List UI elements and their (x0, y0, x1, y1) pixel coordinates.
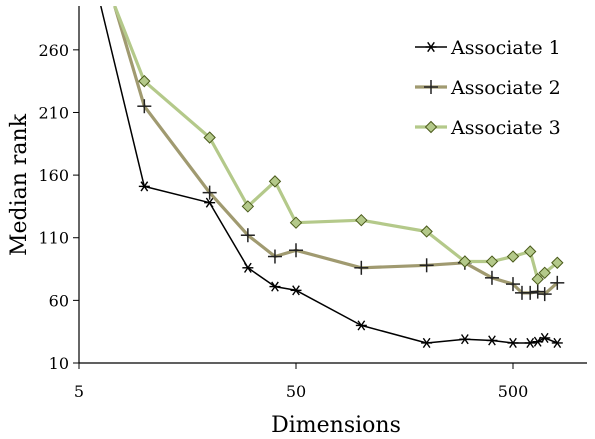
y-tick-label: 10 (49, 354, 69, 373)
data-point (356, 321, 367, 330)
data-point (291, 217, 302, 228)
data-point (289, 243, 303, 257)
x-tick-label: 5 (74, 382, 84, 401)
y-tick-label: 210 (38, 103, 69, 122)
x-tick-label: 50 (286, 382, 306, 401)
data-point (523, 286, 537, 300)
legend-label: Associate 1 (450, 37, 561, 59)
data-point (525, 338, 536, 347)
legend-item: Associate 2 (415, 77, 561, 99)
x-tick-label: 500 (498, 382, 529, 401)
data-point (508, 338, 519, 347)
data-point (552, 338, 563, 347)
data-point (508, 251, 519, 262)
data-point (421, 338, 432, 347)
legend-label: Associate 3 (450, 117, 561, 139)
legend-item: Associate 1 (415, 37, 561, 59)
data-point (291, 286, 302, 295)
data-point (486, 256, 497, 267)
data-point (139, 182, 150, 191)
data-point (420, 258, 434, 272)
y-tick-label: 110 (38, 229, 69, 248)
legend: Associate 1 Associate 2 Associate 3 (415, 37, 561, 139)
data-point (459, 335, 470, 344)
y-axis-title: Median rank (7, 113, 32, 256)
data-point (356, 215, 367, 226)
y-tick-label: 160 (38, 166, 69, 185)
data-point (426, 122, 437, 133)
y-tick-label: 260 (38, 41, 69, 60)
y-ticks: 10 60 110 160 210 260 (38, 41, 79, 373)
y-tick-label: 60 (49, 291, 69, 310)
data-point (486, 336, 497, 345)
x-ticks: 5 50 500 (74, 363, 528, 401)
data-point (531, 285, 545, 299)
data-point (354, 261, 368, 275)
data-point (424, 80, 438, 94)
legend-label: Associate 2 (450, 77, 561, 99)
x-axis-title: Dimensions (271, 413, 401, 438)
data-point (485, 271, 499, 285)
data-point (426, 42, 437, 51)
data-point (525, 246, 536, 257)
legend-item: Associate 3 (415, 117, 561, 139)
